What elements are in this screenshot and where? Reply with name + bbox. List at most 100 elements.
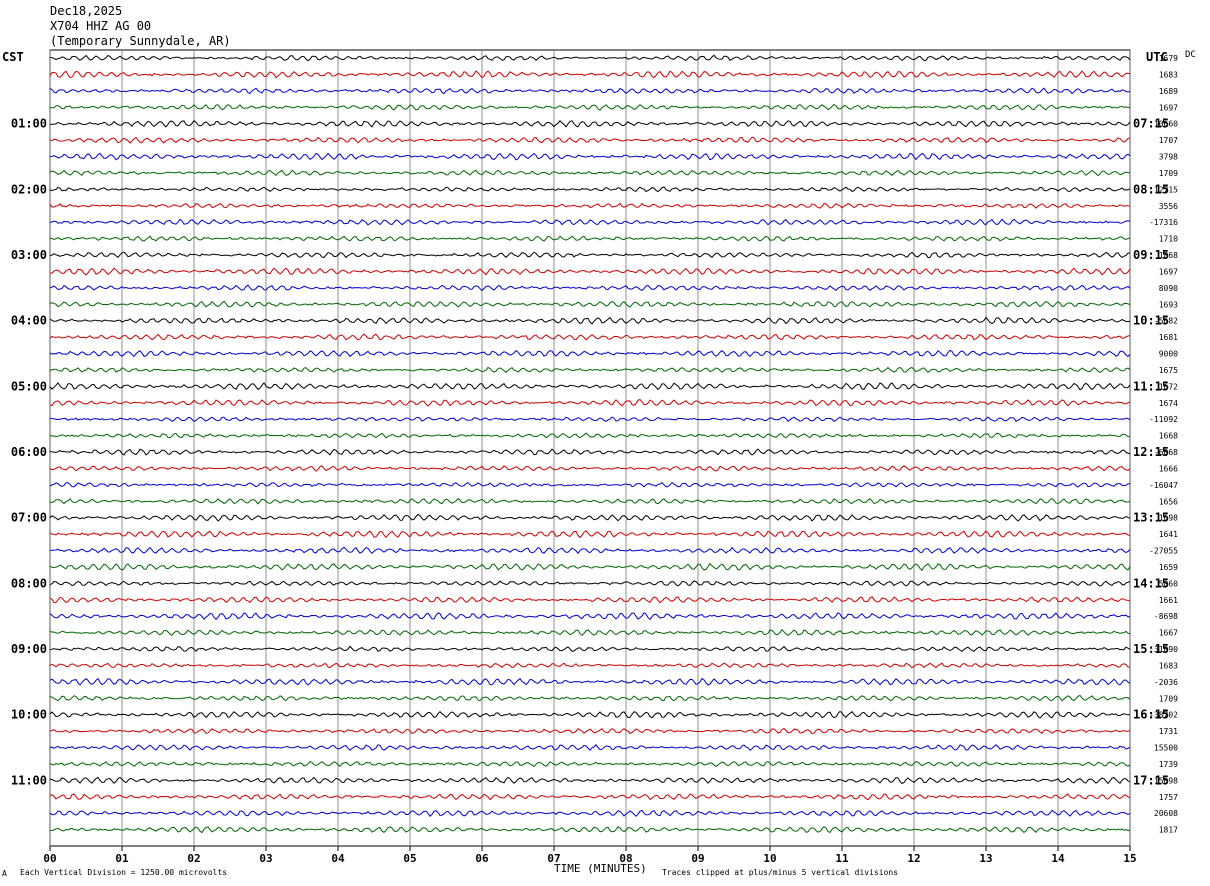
dc-offset-label: -2036 (1154, 678, 1178, 687)
dc-offset-label: 1656 (1159, 497, 1178, 506)
left-hour-label: 08:00 (11, 576, 47, 590)
right-hour-label: 08:15 (1133, 182, 1169, 196)
seismic-trace (49, 481, 1131, 488)
seismic-trace (49, 596, 1131, 604)
seismic-trace (49, 136, 1131, 144)
seismic-trace (49, 218, 1131, 226)
seismic-trace (49, 119, 1131, 128)
left-hour-label: 04:00 (11, 314, 47, 328)
right-hour-label: 07:15 (1133, 117, 1169, 131)
dc-offset-label: 1679 (1159, 54, 1178, 63)
dc-offset-label: 1757 (1159, 793, 1178, 802)
dc-offset-label: -17316 (1149, 218, 1178, 227)
x-tick-label: 10 (763, 852, 776, 865)
x-tick-label: 15 (1123, 852, 1136, 865)
seismic-trace (49, 809, 1131, 817)
seismic-trace (49, 416, 1131, 423)
seismic-trace (49, 710, 1130, 719)
seismic-trace (49, 235, 1131, 242)
seismic-trace (49, 432, 1131, 439)
dc-offset-label: 15098 (1154, 776, 1178, 785)
seismic-trace (49, 662, 1131, 669)
dc-offset-label: 1661 (1159, 596, 1178, 605)
seismic-trace (49, 202, 1131, 209)
seismic-trace (49, 366, 1131, 374)
dc-offset-label: -8698 (1154, 612, 1178, 621)
seismic-trace (49, 612, 1131, 621)
x-tick-label: 03 (259, 852, 272, 865)
dc-offset-label: 1697 (1159, 103, 1178, 112)
seismic-trace (49, 284, 1131, 292)
station-code: X704 HHZ AG 00 (50, 19, 152, 33)
seismic-trace (49, 152, 1131, 161)
left-hour-label: 10:00 (11, 708, 47, 722)
seismic-trace (49, 546, 1131, 555)
dc-offset-label: 1817 (1159, 826, 1178, 835)
dc-offset-label: 1698 (1159, 514, 1178, 523)
dc-offset-label: 3798 (1159, 153, 1178, 162)
seismic-trace (49, 744, 1131, 751)
seismic-trace (49, 761, 1131, 768)
dc-offset-label: 1739 (1159, 760, 1178, 769)
left-hour-label: 07:00 (11, 511, 47, 525)
dc-offset-label: 20608 (1154, 809, 1178, 818)
seismic-trace (49, 825, 1131, 834)
seismic-trace (49, 333, 1131, 341)
seismic-trace (49, 497, 1131, 505)
dc-offset-label: -6068 (1154, 448, 1178, 457)
dc-offset-label: 1681 (1159, 333, 1178, 342)
right-hour-label: 13:15 (1133, 511, 1169, 525)
seismic-trace (49, 727, 1131, 735)
x-tick-label: 01 (115, 852, 129, 865)
dc-offset-label: 1693 (1159, 300, 1178, 309)
dc-offset-label: 8090 (1159, 284, 1178, 293)
x-tick-label: 14 (1051, 852, 1065, 865)
seismic-trace (49, 677, 1131, 686)
dc-offset-label: 1683 (1159, 70, 1178, 79)
seismic-trace (49, 465, 1131, 472)
left-hour-label: 03:00 (11, 248, 47, 262)
seismic-trace (49, 580, 1131, 587)
right-timezone-label: UTC (1146, 50, 1168, 64)
seismic-trace (49, 448, 1131, 456)
seismic-trace (49, 645, 1131, 653)
dc-offset-label: 1659 (1159, 563, 1178, 572)
seismic-trace (49, 316, 1131, 325)
dc-offset-label: 1689 (1159, 87, 1178, 96)
x-tick-label: 05 (403, 852, 416, 865)
footer-mark: A (2, 869, 7, 878)
seismic-trace (49, 382, 1131, 391)
seismic-trace (49, 513, 1131, 522)
scale-note: Each Vertical Division = 1250.00 microvo… (20, 868, 228, 877)
dc-offset-label: 1709 (1159, 694, 1178, 703)
dc-offset-label: 1683 (1159, 661, 1178, 670)
left-hour-label: 01:00 (11, 117, 47, 131)
dc-offset-label: 1668 (1159, 432, 1178, 441)
dc-offset-label: 1697 (1159, 267, 1178, 276)
right-hour-label: 12:15 (1133, 445, 1169, 459)
seismic-trace (49, 300, 1131, 308)
seismic-trace (49, 562, 1131, 572)
dc-offset-label: 12715 (1154, 185, 1178, 194)
x-tick-label: 06 (475, 852, 489, 865)
seismic-trace (49, 186, 1131, 193)
plot-frame (49, 49, 1131, 847)
x-tick-label: 00 (43, 852, 56, 865)
dc-offset-label: 9000 (1159, 350, 1178, 359)
dc-offset-label: 1731 (1159, 727, 1178, 736)
x-tick-label: 07 (547, 852, 560, 865)
plot-date: Dec18,2025 (50, 4, 123, 18)
dc-offset-label: 1641 (1159, 530, 1178, 539)
dc-offset-label: 3556 (1159, 202, 1178, 211)
dc-offset-label: 5060 (1159, 579, 1178, 588)
left-timezone-label: CST (2, 50, 24, 64)
right-hour-label: 15:15 (1133, 642, 1169, 656)
x-axis-title: TIME (MINUTES) (554, 862, 647, 875)
seismic-trace (49, 694, 1131, 702)
seismic-trace (49, 251, 1131, 259)
dc-offset-label: -38702 (1149, 711, 1178, 720)
dc-offset-label: 1868 (1159, 251, 1178, 260)
right-hour-label: 16:15 (1133, 708, 1169, 722)
dc-offset-label: 1707 (1159, 136, 1178, 145)
